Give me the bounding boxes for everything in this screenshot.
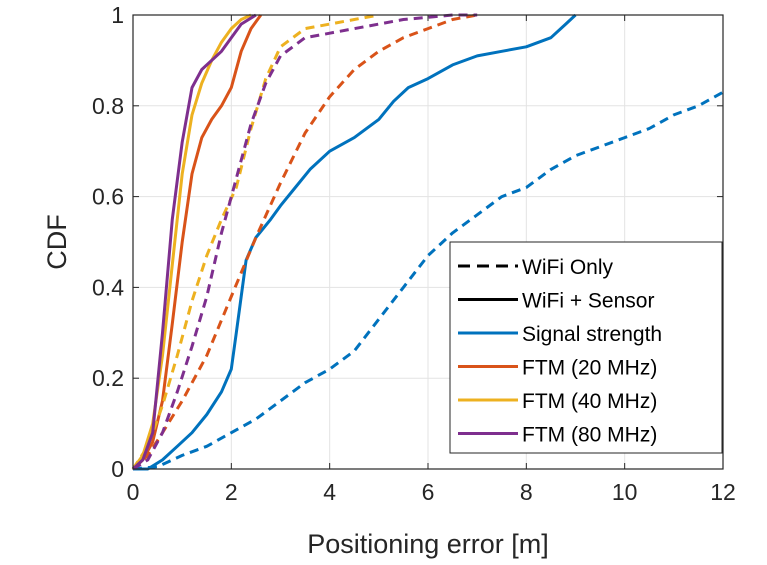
x-tick-label: 12 <box>710 479 736 505</box>
legend-label: WiFi Only <box>522 256 613 279</box>
x-tick-label: 10 <box>612 479 638 505</box>
x-axis-label: Positioning error [m] <box>307 529 549 559</box>
legend-box <box>449 241 723 454</box>
legend-label: FTM (20 MHz) <box>522 357 657 380</box>
series-line <box>133 13 577 471</box>
axis-ticks: 0 2 4 6 8 10 12 0 0.2 0.4 0.6 0.8 1 <box>92 2 736 505</box>
y-tick-label: 0 <box>111 456 124 482</box>
legend-label: Signal strength <box>522 323 662 346</box>
series-line <box>131 13 257 471</box>
legend-label: FTM (40 MHz) <box>522 390 657 413</box>
series-line <box>132 13 478 471</box>
y-tick-label: 0.2 <box>92 365 124 391</box>
y-axis-label: CDF <box>42 214 72 270</box>
y-tick-label: 0.8 <box>92 93 124 119</box>
x-tick-label: 0 <box>127 479 140 505</box>
x-tick-label: 2 <box>225 479 238 505</box>
legend-label: FTM (80 MHz) <box>522 424 657 447</box>
series-line <box>131 13 478 471</box>
series-layer <box>131 13 724 471</box>
x-tick-label: 8 <box>520 479 533 505</box>
series-line <box>131 14 263 471</box>
legend: WiFi Only WiFi + Sensor Signal strength FTM… <box>449 241 723 454</box>
legend-label: WiFi + Sensor <box>522 290 654 313</box>
y-tick-label: 0.4 <box>92 274 124 300</box>
series-line <box>131 13 380 470</box>
y-tick-label: 0.6 <box>92 184 124 210</box>
x-tick-label: 6 <box>422 479 435 505</box>
y-tick-label: 1 <box>111 2 124 28</box>
series-line <box>132 90 724 471</box>
x-tick-label: 4 <box>323 479 336 505</box>
